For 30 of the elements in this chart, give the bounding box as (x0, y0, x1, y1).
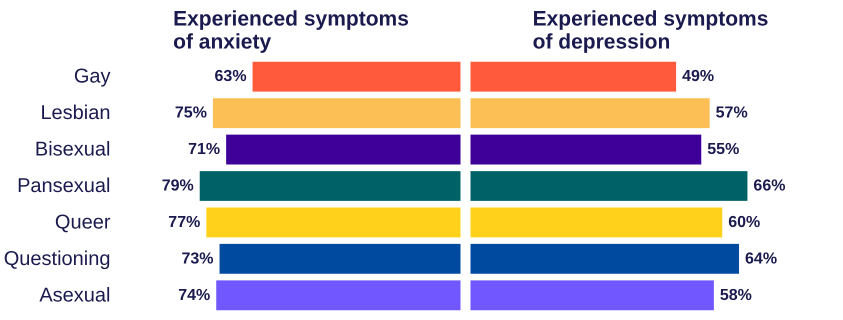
bar (470, 98, 710, 128)
bar (470, 134, 702, 165)
data-label: 79% (162, 178, 194, 194)
y-tick-label: Questioning (4, 248, 111, 270)
data-label: 73% (182, 250, 214, 268)
data-label: 74% (178, 286, 210, 304)
bar (470, 244, 740, 274)
chart-title: Experienced symptoms of anxiety (173, 8, 409, 54)
y-tick-label: Asexual (39, 284, 111, 306)
y-tick-label: Gay (74, 66, 111, 88)
bar (470, 171, 748, 201)
data-label: 49% (682, 68, 714, 86)
bar (470, 207, 722, 238)
data-label: 63% (214, 68, 247, 86)
data-label: 58% (720, 286, 752, 304)
data-label: 75% (174, 104, 207, 122)
y-tick-label: Pansexual (17, 175, 111, 197)
data-label: 66% (753, 178, 786, 194)
bar (470, 280, 714, 310)
data-label: 71% (188, 141, 220, 158)
data-label: 57% (716, 104, 748, 122)
data-label: 77% (168, 214, 200, 231)
bar (470, 62, 676, 92)
y-tick-label: Queer (54, 211, 111, 234)
data-label: 60% (728, 214, 760, 231)
data-label: 55% (707, 141, 740, 158)
y-tick-label: Lesbian (40, 102, 111, 124)
y-tick-label: Bisexual (34, 138, 111, 161)
chart-title: Experienced symptoms of depression (532, 8, 768, 54)
data-label: 64% (745, 250, 778, 268)
